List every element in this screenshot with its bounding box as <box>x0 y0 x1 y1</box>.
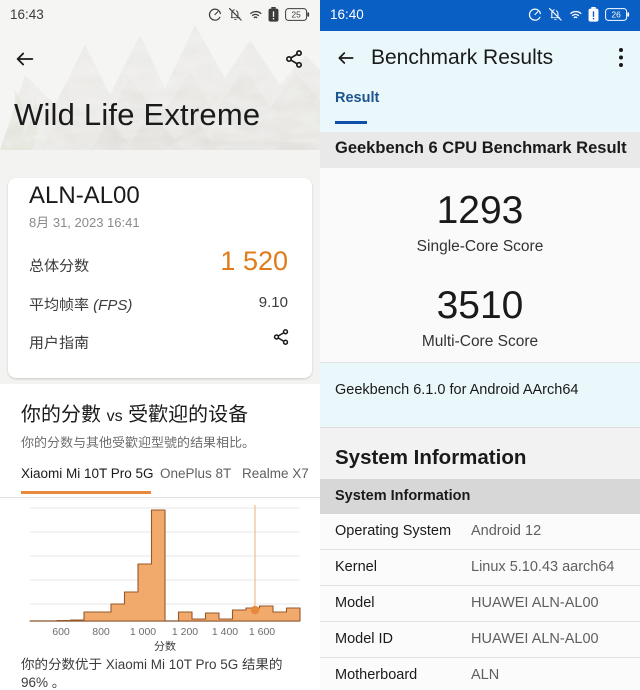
svg-text:1 000: 1 000 <box>130 626 156 638</box>
svg-text:600: 600 <box>52 626 70 638</box>
svg-text:1 400: 1 400 <box>212 626 238 638</box>
svg-text:分数: 分数 <box>154 640 176 652</box>
svg-text:1 600: 1 600 <box>249 626 275 638</box>
svg-text:800: 800 <box>92 626 110 638</box>
svg-text:26: 26 <box>611 9 621 19</box>
svg-text:25: 25 <box>291 9 301 19</box>
svg-text:1 200: 1 200 <box>172 626 198 638</box>
